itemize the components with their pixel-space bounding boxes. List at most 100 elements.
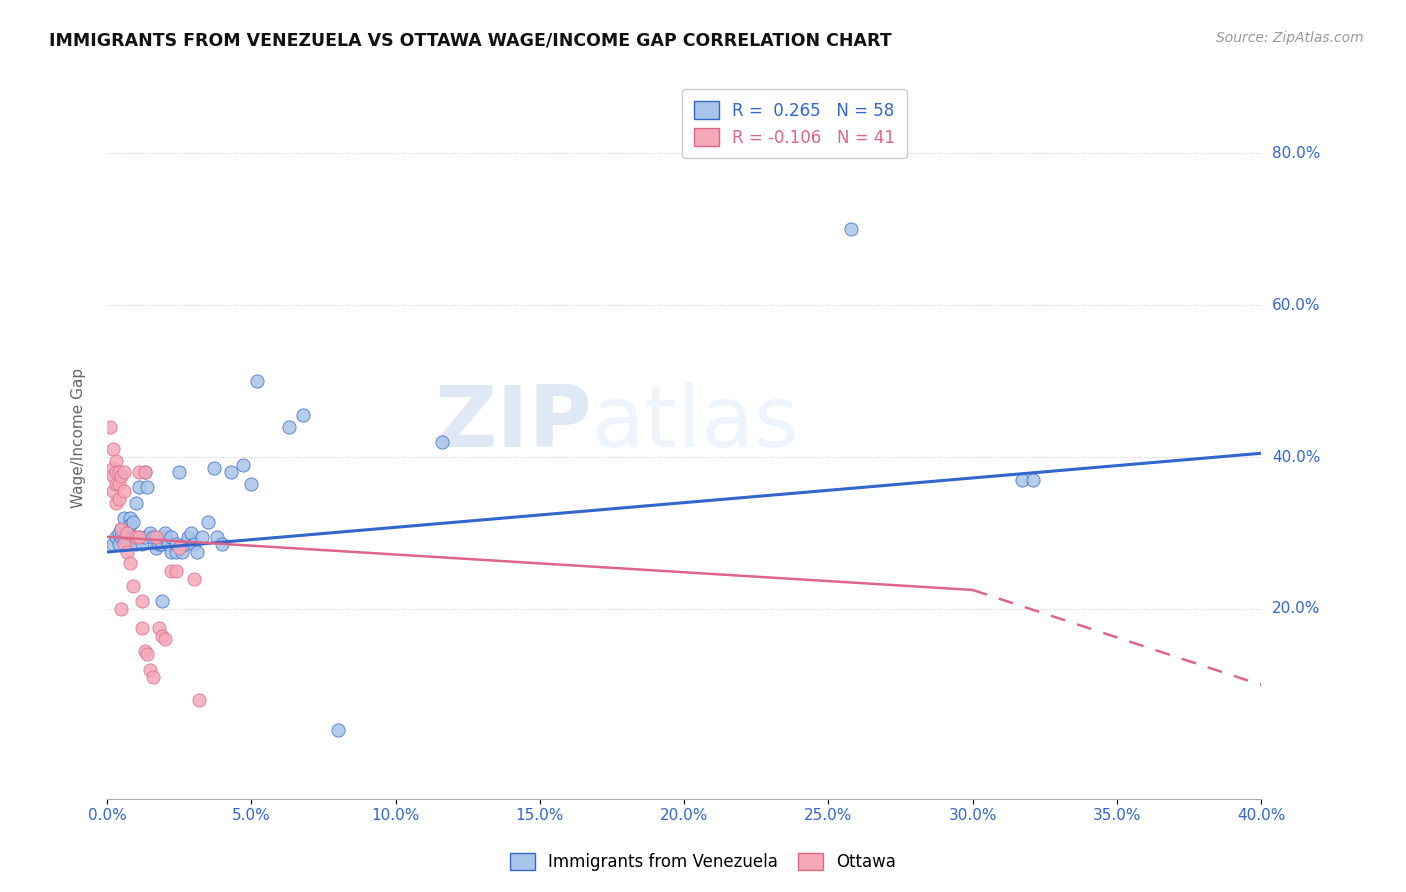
Text: 20.0%: 20.0% — [1272, 601, 1320, 616]
Point — [211, 537, 233, 551]
Point — [150, 628, 173, 642]
Point — [101, 537, 124, 551]
Point — [159, 564, 181, 578]
Text: IMMIGRANTS FROM VENEZUELA VS OTTAWA WAGE/INCOME GAP CORRELATION CHART: IMMIGRANTS FROM VENEZUELA VS OTTAWA WAGE… — [49, 31, 891, 49]
Point — [186, 545, 208, 559]
Point — [232, 458, 254, 472]
Point — [122, 579, 145, 593]
Point — [172, 545, 194, 559]
Point — [188, 693, 211, 707]
Point — [128, 480, 150, 494]
Point — [112, 511, 135, 525]
Point — [112, 484, 135, 499]
Point — [110, 522, 132, 536]
Point — [112, 465, 135, 479]
Point — [1011, 473, 1033, 487]
Point — [107, 491, 129, 506]
Y-axis label: Wage/Income Gap: Wage/Income Gap — [72, 368, 86, 508]
Point — [183, 537, 205, 551]
Point — [104, 530, 127, 544]
Point — [120, 518, 142, 533]
Point — [110, 530, 132, 544]
Point — [148, 537, 170, 551]
Point — [125, 537, 148, 551]
Point — [136, 480, 159, 494]
Point — [139, 526, 162, 541]
Point — [107, 526, 129, 541]
Point — [326, 723, 349, 738]
Point — [219, 465, 242, 479]
Point — [112, 537, 135, 551]
Point — [191, 530, 214, 544]
Point — [101, 469, 124, 483]
Point — [197, 515, 219, 529]
Point — [134, 465, 156, 479]
Legend: Immigrants from Venezuela, Ottawa: Immigrants from Venezuela, Ottawa — [502, 845, 904, 880]
Point — [131, 594, 153, 608]
Point — [167, 541, 190, 556]
Point — [153, 530, 176, 544]
Point — [110, 469, 132, 483]
Point — [165, 564, 187, 578]
Point — [142, 670, 165, 684]
Point — [246, 374, 269, 388]
Point — [131, 621, 153, 635]
Point — [110, 522, 132, 536]
Point — [150, 594, 173, 608]
Point — [177, 530, 200, 544]
Point — [142, 530, 165, 544]
Point — [240, 476, 263, 491]
Point — [128, 530, 150, 544]
Point — [125, 495, 148, 509]
Point — [122, 515, 145, 529]
Point — [117, 545, 139, 559]
Point — [120, 557, 142, 571]
Point — [104, 465, 127, 479]
Point — [167, 465, 190, 479]
Point — [120, 511, 142, 525]
Point — [145, 541, 167, 556]
Text: atlas: atlas — [592, 382, 800, 465]
Point — [145, 530, 167, 544]
Point — [131, 537, 153, 551]
Point — [107, 465, 129, 479]
Point — [112, 530, 135, 544]
Point — [148, 621, 170, 635]
Point — [180, 526, 202, 541]
Point — [125, 530, 148, 544]
Text: Source: ZipAtlas.com: Source: ZipAtlas.com — [1216, 31, 1364, 45]
Point — [134, 643, 156, 657]
Point — [153, 526, 176, 541]
Text: 80.0%: 80.0% — [1272, 146, 1320, 161]
Point — [183, 572, 205, 586]
Text: ZIP: ZIP — [434, 382, 592, 465]
Point — [98, 419, 121, 434]
Point — [117, 526, 139, 541]
Point — [1022, 473, 1045, 487]
Point — [136, 648, 159, 662]
Point — [430, 434, 453, 449]
Point — [150, 537, 173, 551]
Point — [117, 526, 139, 541]
Point — [101, 484, 124, 499]
Point — [101, 442, 124, 457]
Point — [104, 476, 127, 491]
Point — [165, 545, 187, 559]
Point — [134, 530, 156, 544]
Point — [174, 537, 197, 551]
Point — [122, 530, 145, 544]
Point — [153, 632, 176, 647]
Point — [139, 663, 162, 677]
Point — [107, 476, 129, 491]
Point — [202, 461, 225, 475]
Point — [107, 537, 129, 551]
Point — [156, 537, 179, 551]
Point — [165, 537, 187, 551]
Point — [841, 222, 863, 236]
Legend: R =  0.265   N = 58, R = -0.106   N = 41: R = 0.265 N = 58, R = -0.106 N = 41 — [682, 89, 907, 159]
Text: 40.0%: 40.0% — [1272, 450, 1320, 465]
Point — [104, 454, 127, 468]
Point — [205, 530, 228, 544]
Text: 60.0%: 60.0% — [1272, 298, 1320, 313]
Point — [159, 545, 181, 559]
